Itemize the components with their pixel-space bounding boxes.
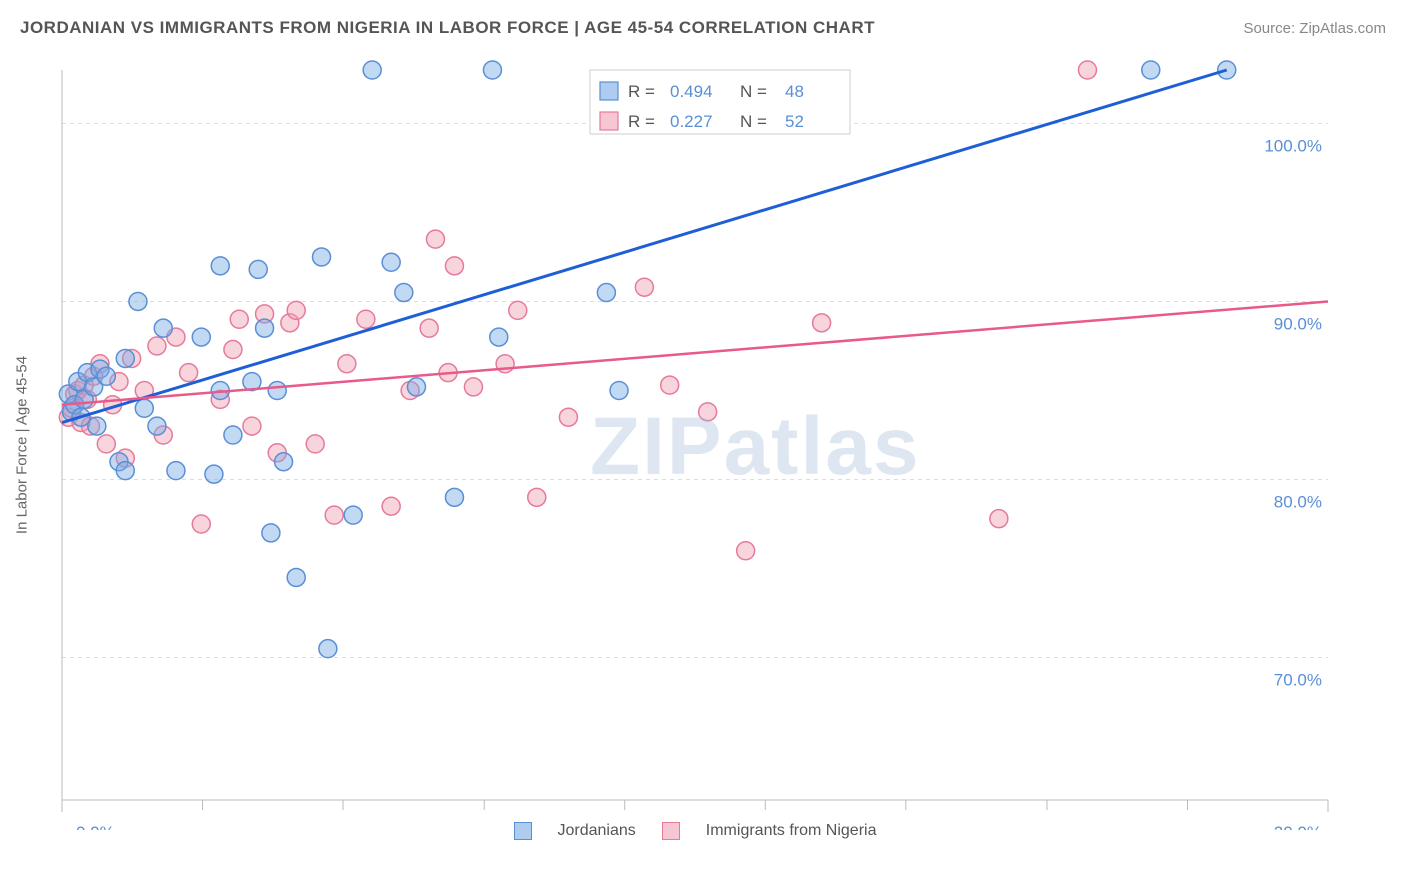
- data-point: [313, 248, 331, 266]
- data-point: [275, 453, 293, 471]
- legend-n-label: N =: [740, 82, 767, 101]
- data-point: [319, 640, 337, 658]
- data-point: [148, 417, 166, 435]
- y-tick-label: 70.0%: [1274, 671, 1322, 690]
- legend-label: Immigrants from Nigeria: [706, 822, 877, 840]
- data-point: [249, 260, 267, 278]
- data-point: [192, 328, 210, 346]
- bottom-legend: Jordanians Immigrants from Nigeria: [50, 822, 1340, 840]
- legend-n-label: N =: [740, 112, 767, 131]
- data-point: [483, 61, 501, 79]
- chart-title: JORDANIAN VS IMMIGRANTS FROM NIGERIA IN …: [20, 18, 875, 38]
- legend-swatch: [514, 822, 532, 840]
- data-point: [224, 341, 242, 359]
- data-point: [990, 510, 1008, 528]
- data-point: [338, 355, 356, 373]
- data-point: [559, 408, 577, 426]
- data-point: [528, 488, 546, 506]
- data-point: [610, 381, 628, 399]
- data-point: [1142, 61, 1160, 79]
- y-axis-label: In Labor Force | Age 45-54: [14, 356, 31, 534]
- data-point: [813, 314, 831, 332]
- data-point: [445, 488, 463, 506]
- data-point: [407, 378, 425, 396]
- data-point: [256, 319, 274, 337]
- y-tick-label: 90.0%: [1274, 314, 1322, 333]
- data-point: [205, 465, 223, 483]
- chart-svg: 70.0%80.0%90.0%100.0%0.0%20.0%R =0.494N …: [50, 60, 1340, 830]
- data-point: [116, 349, 134, 367]
- data-point: [230, 310, 248, 328]
- data-point: [363, 61, 381, 79]
- data-point: [243, 417, 261, 435]
- legend-label: Jordanians: [558, 822, 636, 840]
- data-point: [148, 337, 166, 355]
- legend-r-value: 0.494: [670, 82, 713, 101]
- data-point: [262, 524, 280, 542]
- data-point: [426, 230, 444, 248]
- data-point: [509, 301, 527, 319]
- data-point: [211, 257, 229, 275]
- trendline-nigeria: [62, 301, 1328, 404]
- data-point: [180, 364, 198, 382]
- legend-swatch: [662, 822, 680, 840]
- data-point: [635, 278, 653, 296]
- legend-n-value: 48: [785, 82, 804, 101]
- legend-r-value: 0.227: [670, 112, 713, 131]
- data-point: [490, 328, 508, 346]
- data-point: [116, 462, 134, 480]
- data-point: [306, 435, 324, 453]
- data-point: [597, 284, 615, 302]
- data-point: [135, 399, 153, 417]
- data-point: [224, 426, 242, 444]
- data-point: [661, 376, 679, 394]
- data-point: [464, 378, 482, 396]
- legend-r-label: R =: [628, 112, 655, 131]
- source-label: Source: ZipAtlas.com: [1243, 20, 1386, 37]
- data-point: [192, 515, 210, 533]
- data-point: [357, 310, 375, 328]
- y-tick-label: 80.0%: [1274, 493, 1322, 512]
- data-point: [88, 417, 106, 435]
- legend-swatch: [600, 82, 618, 100]
- legend-swatch: [600, 112, 618, 130]
- data-point: [287, 301, 305, 319]
- data-point: [382, 497, 400, 515]
- data-point: [129, 292, 147, 310]
- data-point: [97, 367, 115, 385]
- data-point: [420, 319, 438, 337]
- legend-r-label: R =: [628, 82, 655, 101]
- data-point: [699, 403, 717, 421]
- data-point: [344, 506, 362, 524]
- data-point: [445, 257, 463, 275]
- data-point: [395, 284, 413, 302]
- data-point: [382, 253, 400, 271]
- data-point: [325, 506, 343, 524]
- data-point: [97, 435, 115, 453]
- data-point: [287, 568, 305, 586]
- data-point: [1078, 61, 1096, 79]
- data-point: [154, 319, 172, 337]
- data-point: [167, 462, 185, 480]
- data-point: [737, 542, 755, 560]
- legend-n-value: 52: [785, 112, 804, 131]
- y-tick-label: 100.0%: [1264, 136, 1322, 155]
- plot-area: In Labor Force | Age 45-54 70.0%80.0%90.…: [50, 60, 1340, 830]
- data-point: [268, 381, 286, 399]
